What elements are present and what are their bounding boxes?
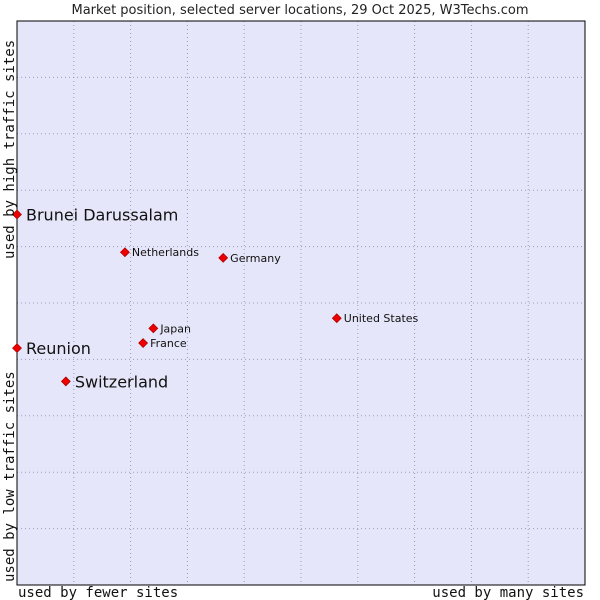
marker-switzerland	[60, 376, 71, 387]
point-label-united-states: United States	[344, 312, 419, 325]
x-axis-label-left: used by fewer sites	[18, 585, 178, 600]
marker-france	[138, 338, 149, 348]
marker-germany	[218, 252, 229, 263]
point-label-japan: Japan	[159, 322, 191, 335]
point-label-reunion: Reunion	[26, 339, 91, 358]
grid-lines	[17, 21, 585, 585]
data-point-brunei-darussalam: Brunei Darussalam	[12, 205, 178, 224]
data-points: Brunei Darussalam Netherlands Germany Unite…	[12, 205, 419, 391]
point-label-netherlands: Netherlands	[132, 246, 199, 259]
chart-title: Market position, selected server locatio…	[71, 3, 528, 18]
data-point-reunion: Reunion	[12, 339, 91, 358]
data-point-japan: Japan	[148, 322, 191, 335]
data-point-switzerland: Switzerland	[60, 372, 168, 391]
point-label-france: France	[150, 337, 187, 350]
marker-brunei-darussalam	[12, 209, 22, 220]
marker-netherlands	[119, 247, 130, 258]
x-axis-label-right: used by many sites	[432, 585, 584, 600]
point-label-germany: Germany	[230, 252, 281, 265]
y-axis-label-top: used by high traffic sites	[2, 40, 18, 259]
marker-united-states	[331, 313, 342, 324]
y-axis-label-bottom: used by low traffic sites	[2, 371, 18, 582]
marker-japan	[148, 323, 159, 334]
point-label-brunei-darussalam: Brunei Darussalam	[26, 205, 178, 224]
plot-border	[16, 20, 586, 586]
data-point-france: France	[138, 337, 187, 350]
marker-reunion	[12, 343, 22, 354]
point-label-switzerland: Switzerland	[75, 372, 168, 391]
data-point-germany: Germany	[218, 252, 281, 265]
data-point-united-states: United States	[331, 312, 419, 325]
data-point-netherlands: Netherlands	[119, 246, 199, 259]
